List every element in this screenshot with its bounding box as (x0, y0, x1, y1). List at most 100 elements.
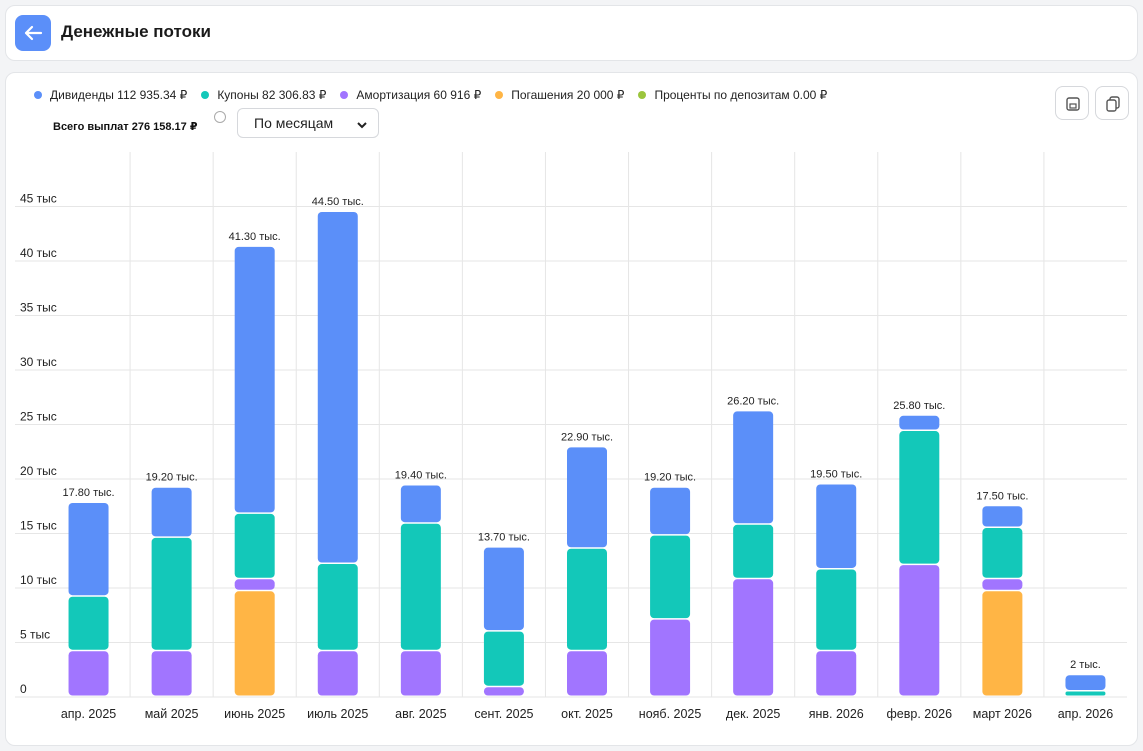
bar-segment (733, 411, 774, 524)
bar-segment (400, 485, 441, 523)
bar-total-label: 41.30 тыс. (229, 231, 281, 243)
bar-segment (650, 487, 691, 535)
legend-label: Погашения 20 000 ₽ (511, 88, 625, 102)
y-tick-label: 15 тыс (20, 519, 57, 533)
y-tick-label: 30 тыс (20, 355, 57, 369)
legend-label: Проценты по депозитам 0.00 ₽ (654, 88, 828, 102)
bar-total-label: 17.50 тыс. (976, 490, 1028, 502)
bar-segment (234, 246, 275, 513)
bar-segment (816, 651, 857, 696)
bar-segment (234, 513, 275, 578)
bar-segment (899, 431, 940, 564)
x-tick-label: февр. 2026 (887, 707, 953, 721)
bar-segment (483, 687, 524, 696)
bar-segment (816, 569, 857, 650)
header-card (5, 5, 1138, 61)
bar-total-label: 25.80 тыс. (893, 400, 945, 412)
bar-segment (317, 651, 358, 696)
total-payments: Всего выплат 276 158.17 ₽ (53, 121, 198, 133)
bar-segment (1065, 691, 1106, 696)
y-tick-label: 5 тыс (20, 628, 50, 642)
x-tick-label: сент. 2025 (474, 707, 533, 721)
bar-segment (68, 596, 109, 650)
back-button[interactable] (15, 15, 51, 51)
bar-segment (982, 579, 1023, 590)
bar-segment (151, 487, 192, 537)
legend-dot (495, 91, 504, 99)
bar-segment (567, 651, 607, 696)
bar-segment (400, 523, 441, 650)
legend-item[interactable]: Погашения 20 000 ₽ (495, 88, 624, 102)
x-tick-label: март 2026 (973, 707, 1032, 721)
bar-total-label: 19.20 тыс. (644, 472, 696, 484)
x-tick-label: окт. 2025 (561, 707, 613, 721)
x-tick-label: май 2025 (145, 707, 199, 721)
bar-segment (650, 619, 691, 696)
bar-segment (483, 547, 524, 631)
bar-segment (733, 579, 774, 696)
save-button[interactable] (1055, 86, 1089, 120)
bar-total-label: 17.80 тыс. (62, 487, 114, 499)
bar-segment (68, 502, 109, 596)
x-tick-label: дек. 2025 (726, 707, 781, 721)
legend-label: Амортизация 60 916 ₽ (356, 88, 482, 102)
bar-total-label: 19.50 тыс. (810, 468, 862, 480)
y-tick-label: 0 (20, 682, 27, 696)
bar-total-label: 13.70 тыс. (478, 532, 530, 544)
bar-segment (151, 651, 192, 696)
info-icon[interactable] (214, 111, 226, 123)
bar-total-label: 2 тыс. (1070, 659, 1101, 671)
back-icon (24, 25, 43, 41)
legend-item[interactable]: Купоны 82 306.83 ₽ (201, 88, 326, 102)
bar-segment (68, 651, 109, 696)
bar-segment (317, 564, 358, 650)
bar-total-label: 22.90 тыс. (561, 431, 613, 443)
bar-total-label: 19.40 тыс. (395, 470, 447, 482)
x-tick-label: июль 2025 (307, 707, 368, 721)
x-tick-label: янв. 2026 (809, 707, 864, 721)
x-tick-label: июнь 2025 (224, 707, 285, 721)
chevron (357, 122, 367, 129)
bar-segment (982, 506, 1023, 527)
page-title: Денежные потоки (61, 22, 211, 41)
period-select[interactable]: По месяцам (237, 108, 379, 138)
x-tick-label: апр. 2026 (1058, 707, 1113, 721)
legend-dot (34, 91, 42, 99)
legend-dot (340, 91, 349, 99)
bar-segment (982, 591, 1023, 696)
bar-segment (234, 591, 275, 696)
bar-segment (899, 565, 940, 696)
save-icon (1066, 97, 1080, 111)
y-tick-label: 40 тыс (20, 246, 57, 260)
bar-segment (982, 528, 1023, 578)
legend-item[interactable]: Дивиденды 112 935.34 ₽ (34, 88, 187, 102)
bar-total-label: 44.50 тыс. (312, 196, 364, 208)
bar-segment (400, 651, 441, 696)
y-tick-label: 20 тыс (20, 464, 57, 478)
x-tick-label: нояб. 2025 (639, 707, 702, 721)
legend-item[interactable]: Амортизация 60 916 ₽ (340, 88, 481, 102)
legend: Дивиденды 112 935.34 ₽ Купоны 82 306.83 ₽… (34, 88, 827, 102)
bar-segment (1065, 675, 1106, 691)
bar-segment (317, 211, 358, 563)
bar-total-label: 26.20 тыс. (727, 395, 779, 407)
legend-label: Дивиденды 112 935.34 ₽ (50, 88, 188, 102)
bar-segment (816, 484, 857, 568)
bar-total-label: 19.20 тыс. (146, 472, 198, 484)
bar-segment (151, 537, 192, 650)
legend-label: Купоны 82 306.83 ₽ (217, 88, 327, 102)
copy-button[interactable] (1095, 86, 1129, 120)
x-tick-label: авг. 2025 (395, 707, 446, 721)
bar-segment (650, 535, 691, 619)
x-tick-label: апр. 2025 (61, 707, 116, 721)
period-select-text: По месяцам (254, 115, 334, 131)
bar-segment (567, 447, 607, 548)
y-tick-label: 35 тыс (20, 301, 57, 315)
legend-item[interactable]: Проценты по депозитам 0.00 ₽ (638, 88, 827, 102)
copy-icon (1106, 96, 1120, 112)
legend-dot (201, 91, 210, 99)
bar-segment (234, 579, 275, 590)
legend-dot (638, 91, 647, 99)
